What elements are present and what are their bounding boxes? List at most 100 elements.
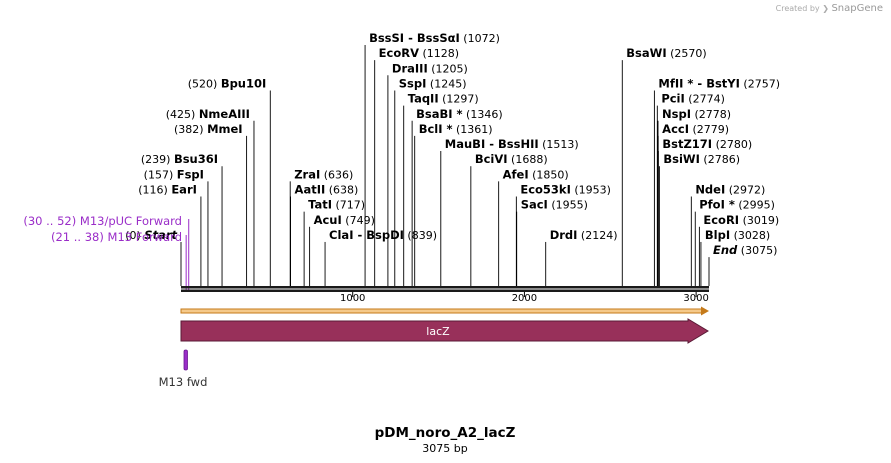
- ruler-tick-label-3000: 3000: [683, 293, 708, 304]
- site-lines-group: [180, 45, 710, 286]
- site-position: (382): [174, 123, 207, 136]
- site-bsiwi[interactable]: BsiWI (2786): [663, 152, 740, 166]
- site-name: BsaWI: [626, 46, 666, 60]
- site-eari[interactable]: (116) EarI: [138, 183, 197, 197]
- site-position: (425): [166, 108, 199, 121]
- site-draiii[interactable]: DraIII (1205): [392, 61, 468, 75]
- site-name: TaqII: [408, 92, 439, 106]
- site-name: AcuI: [314, 213, 342, 227]
- site-name: DrdI: [550, 228, 578, 242]
- site-mmei[interactable]: (382) MmeI: [174, 122, 243, 136]
- site-position: (1850): [529, 168, 569, 181]
- site-ecorv[interactable]: EcoRV (1128): [379, 46, 459, 60]
- site-name: AccI: [662, 122, 689, 136]
- site-nmeaiii[interactable]: (425) NmeAIII: [166, 107, 250, 121]
- site-eco53ki[interactable]: Eco53kI (1953): [520, 183, 611, 197]
- site-position: (1361): [453, 123, 493, 136]
- site-position: (638): [325, 184, 358, 197]
- orf-bar: [180, 308, 704, 314]
- site-position: (2757): [740, 77, 780, 90]
- site-position: (2570): [667, 47, 707, 60]
- site-name: NdeI: [695, 183, 725, 197]
- site-name: ZraI: [294, 167, 320, 181]
- site-tati[interactable]: TatI (717): [308, 198, 365, 212]
- site-name: EarI: [171, 183, 197, 197]
- site-pfoi[interactable]: PfoI * (2995): [699, 198, 775, 212]
- site-sspi[interactable]: SspI (1245): [399, 76, 467, 90]
- primer-binding-m13-fwd[interactable]: [183, 349, 188, 371]
- site-start[interactable]: (0) Start: [125, 228, 177, 242]
- site-bsabi[interactable]: BsaBI * (1346): [416, 107, 503, 121]
- site-position: (1346): [463, 108, 503, 121]
- site-name: MauBI - BssHII: [445, 137, 539, 151]
- site-bstz17i[interactable]: BstZ17I (2780): [662, 137, 752, 151]
- site-taqii[interactable]: TaqII (1297): [408, 92, 479, 106]
- site-bcli[interactable]: BclI * (1361): [419, 122, 493, 136]
- site-bpu10i[interactable]: (520) Bpu10I: [188, 76, 267, 90]
- site-maubi-bsshii[interactable]: MauBI - BssHII (1513): [445, 137, 579, 151]
- snapgene-logo-icon: ❯: [822, 4, 829, 13]
- site-position: (1245): [426, 77, 466, 90]
- site-position: (1297): [439, 93, 479, 106]
- site-zrai[interactable]: ZraI (636): [294, 167, 353, 181]
- site-name: PciI: [661, 92, 684, 106]
- site-position: (2778): [691, 108, 731, 121]
- site-name: BclI *: [419, 122, 453, 136]
- site-name: DraIII: [392, 61, 428, 75]
- site-position: (717): [332, 199, 365, 212]
- site-fspi[interactable]: (157) FspI: [144, 167, 204, 181]
- primer-m13-puc-forward[interactable]: (30 .. 52) M13/pUC Forward: [23, 214, 182, 228]
- site-clai-bspdi[interactable]: ClaI - BspDI (839): [329, 228, 437, 242]
- primer-m13-forward[interactable]: (21 .. 38) M13 Forward: [51, 230, 182, 244]
- primer-name: M13 Forward: [108, 230, 182, 244]
- site-position: (636): [320, 168, 353, 181]
- site-position: (839): [404, 229, 437, 242]
- site-bcivi[interactable]: BciVI (1688): [475, 152, 548, 166]
- site-bsssi-bsss-i[interactable]: BssSI - BssSαI (1072): [369, 31, 500, 45]
- site-ecori[interactable]: EcoRI (3019): [703, 213, 779, 227]
- site-end[interactable]: End (3075): [713, 243, 777, 257]
- site-position: (1128): [419, 47, 459, 60]
- site-acci[interactable]: AccI (2779): [662, 122, 729, 136]
- site-nspi[interactable]: NspI (2778): [662, 107, 731, 121]
- site-position: (157): [144, 168, 177, 181]
- site-position: (2972): [725, 184, 765, 197]
- primer-range: (30 .. 52): [23, 214, 80, 228]
- site-bsu36i[interactable]: (239) Bsu36I: [141, 152, 218, 166]
- site-aatii[interactable]: AatII (638): [295, 183, 359, 197]
- feature-lacz[interactable]: lacZ: [180, 318, 709, 344]
- feature-lacz-arrow: [180, 318, 709, 344]
- site-name: MfII * - BstYI: [658, 76, 740, 90]
- site-position: (2774): [685, 93, 725, 106]
- site-pcii[interactable]: PciI (2774): [661, 92, 725, 106]
- plasmid-length: 3075 bp: [422, 442, 467, 455]
- orf-arrowhead-icon: [701, 306, 709, 316]
- snapgene-credit: Created by ❯ SnapGene: [776, 3, 883, 14]
- site-mfii-bstyi[interactable]: MfII * - BstYI (2757): [658, 76, 780, 90]
- site-bsawi[interactable]: BsaWI (2570): [626, 46, 706, 60]
- feature-lacz-label: lacZ: [426, 325, 450, 338]
- site-afei[interactable]: AfeI (1850): [503, 167, 569, 181]
- site-ndei[interactable]: NdeI (2972): [695, 183, 765, 197]
- backbone-bottom-strand: [181, 289, 709, 292]
- site-name: Start: [144, 228, 177, 242]
- site-blpi[interactable]: BlpI (3028): [705, 228, 770, 242]
- orf-arrow[interactable]: [180, 306, 709, 316]
- site-name: BlpI: [705, 228, 730, 242]
- site-position: (3075): [737, 244, 777, 257]
- site-position: (116): [138, 184, 171, 197]
- primer-range: (21 .. 38): [51, 230, 108, 244]
- site-position: (1072): [460, 32, 500, 45]
- site-position: (3028): [730, 229, 770, 242]
- ruler-tick-label-1000: 1000: [340, 293, 365, 304]
- site-position: (239): [141, 153, 174, 166]
- site-name: EcoRV: [379, 46, 419, 60]
- site-name: Bpu10I: [221, 76, 266, 90]
- site-acui[interactable]: AcuI (749): [314, 213, 375, 227]
- site-drdi[interactable]: DrdI (2124): [550, 228, 618, 242]
- site-saci[interactable]: SacI (1955): [521, 198, 588, 212]
- credit-prefix: Created by: [775, 4, 820, 13]
- site-name: SspI: [399, 76, 427, 90]
- credit-brand: SnapGene: [831, 3, 883, 14]
